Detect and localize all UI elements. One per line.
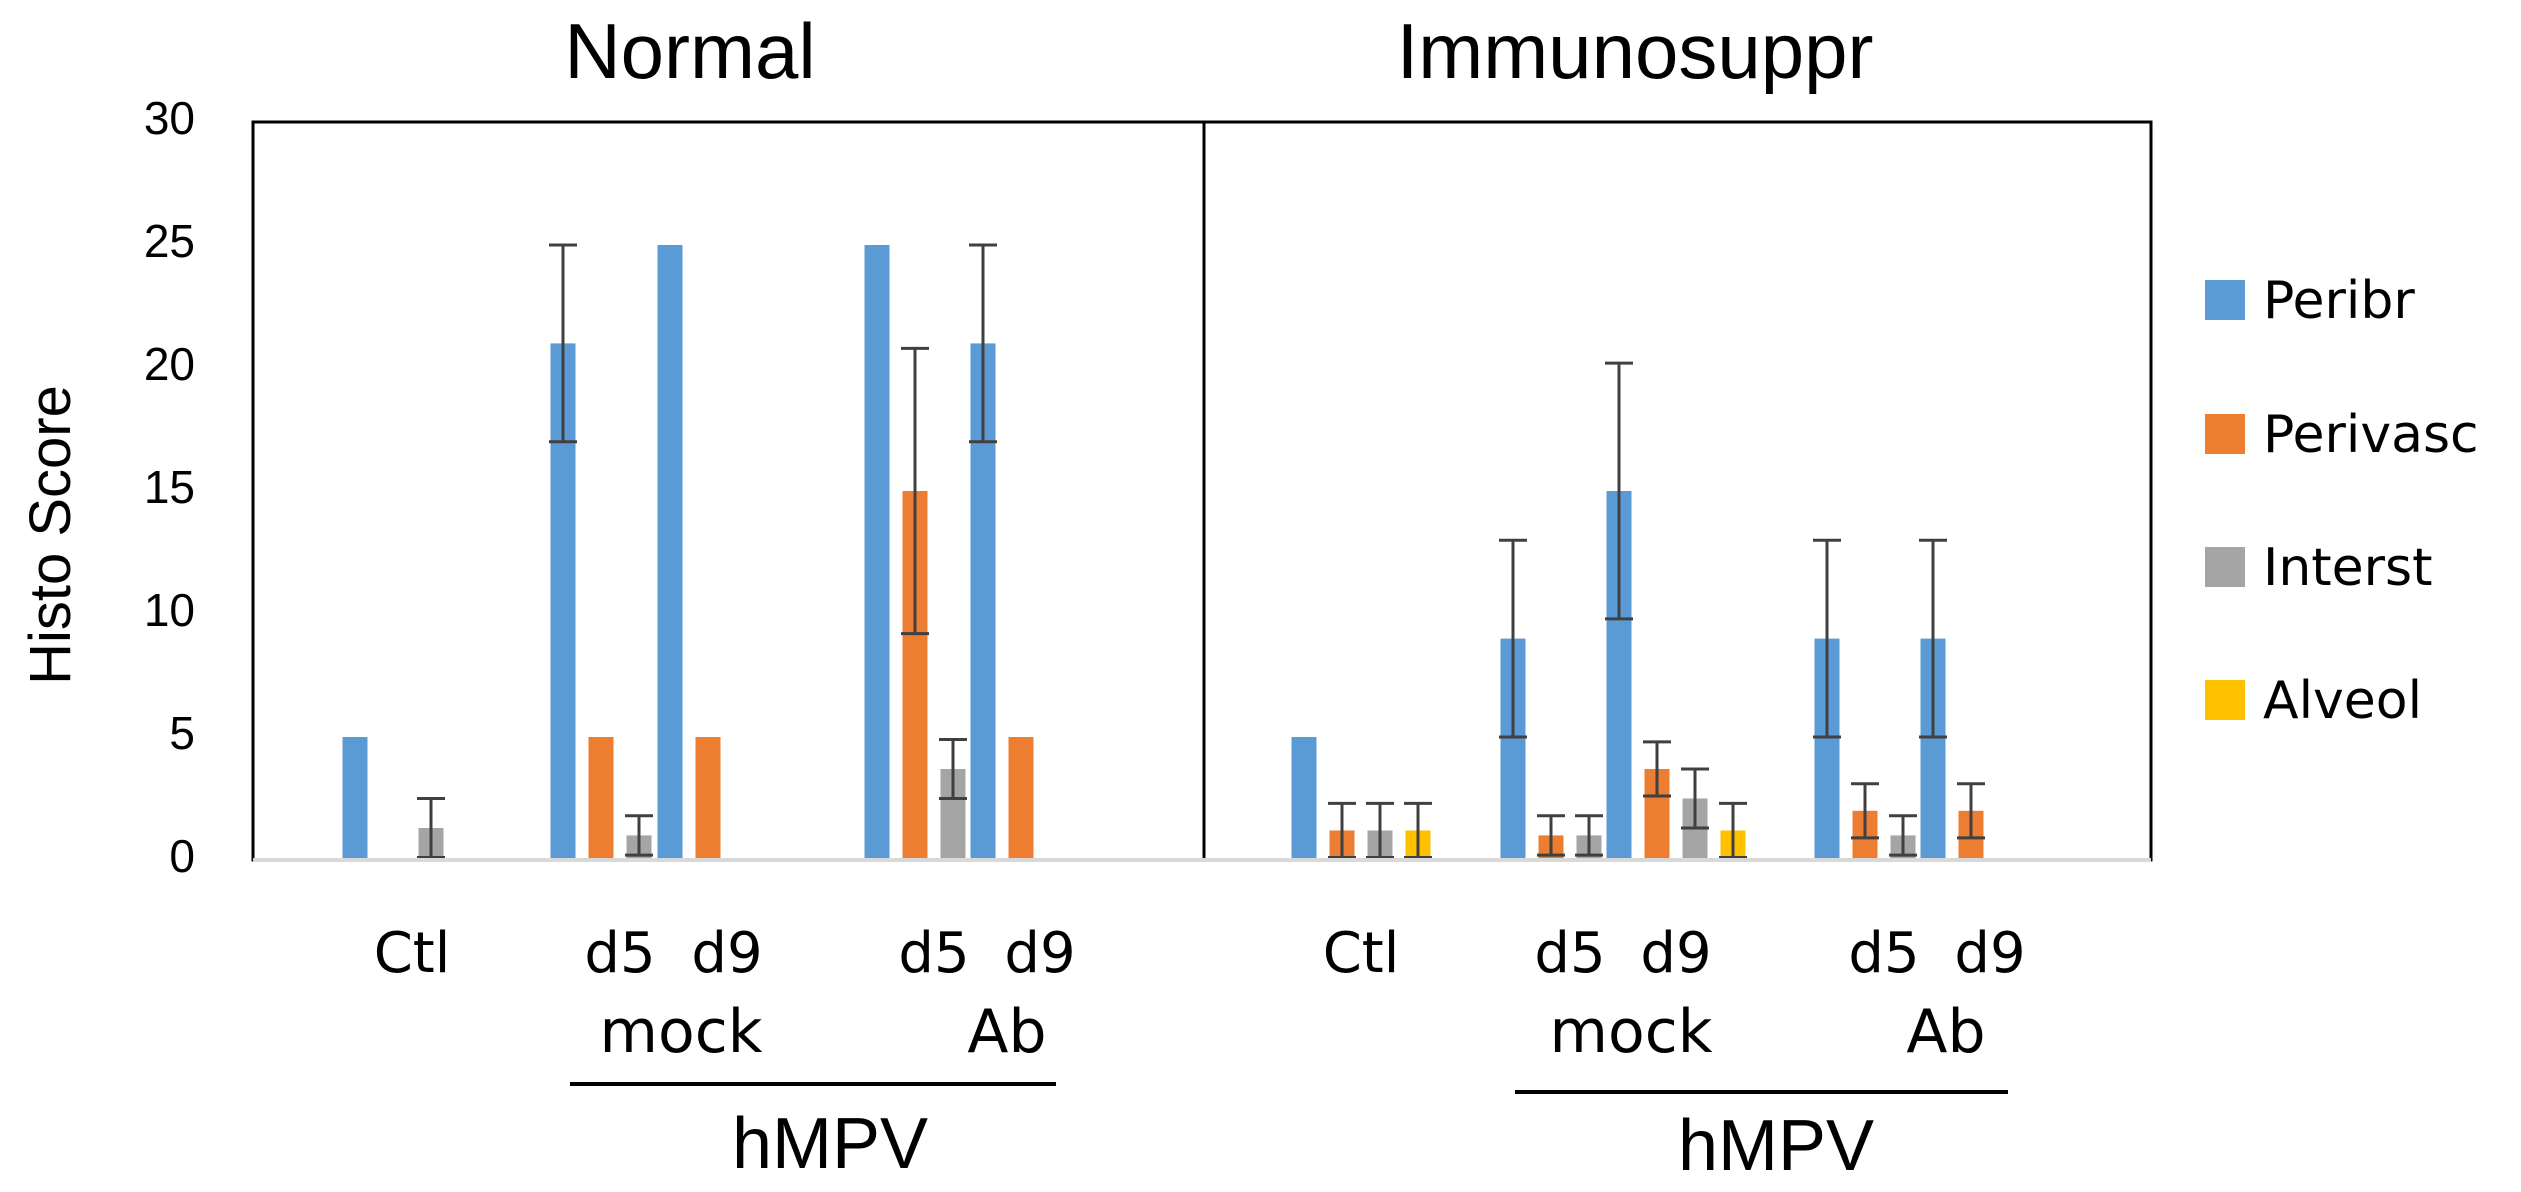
error-bar-interst: [625, 814, 653, 857]
x-category-label: Ctl: [1323, 921, 1400, 986]
panel-title-immunosuppr: Immunosuppr: [1397, 7, 1874, 95]
error-bar-perivasc: [1328, 801, 1356, 860]
x-category-label: d5: [1848, 921, 1919, 986]
error-bar-peribr: [1919, 538, 1947, 739]
error-bar-alveol: [1404, 801, 1432, 860]
group-label-ab: Ab: [1906, 997, 1985, 1067]
error-bar-interst: [1889, 814, 1917, 857]
x-category-label: Ctl: [374, 921, 451, 986]
error-bar-perivasc: [1643, 740, 1671, 798]
legend-label-alveol: Alveol: [2263, 671, 2422, 731]
x-category-label: d9: [1954, 921, 2025, 986]
y-tick-label: 15: [144, 461, 195, 513]
y-tick-label: 10: [144, 584, 195, 636]
y-tick-label: 5: [169, 707, 195, 759]
group-label-ab: Ab: [967, 997, 1046, 1067]
error-bar-peribr: [549, 243, 577, 444]
error-bar-perivasc: [1537, 814, 1565, 857]
bar-perivasc: [588, 737, 614, 860]
x-category-label: d5: [1534, 921, 1605, 986]
bar-peribr: [864, 245, 890, 860]
y-tick-labels: 0 5 10 15 20 25 30: [144, 92, 195, 882]
error-bar-peribr: [969, 243, 997, 444]
y-axis-label: Histo Score: [18, 385, 83, 685]
plot-frame: [251, 120, 2153, 862]
error-bar-perivasc: [901, 346, 929, 636]
group-label-mock: mock: [1550, 997, 1713, 1067]
error-bar-interst: [939, 737, 967, 800]
bar-perivasc: [695, 737, 721, 860]
bar-layer: [342, 245, 1984, 860]
y-tick-label: 20: [144, 338, 195, 390]
error-bar-interst: [1575, 814, 1603, 857]
legend-label-interst: Interst: [2263, 538, 2433, 598]
error-bar-alveol: [1719, 801, 1747, 860]
error-bar-perivasc: [1851, 782, 1879, 840]
x-category-label: d9: [1004, 921, 1075, 986]
error-bar-interst: [1366, 801, 1394, 860]
bar-perivasc: [1008, 737, 1034, 860]
error-bar-peribr: [1813, 538, 1841, 739]
y-tick-label: 30: [144, 92, 195, 144]
hmpv-label: hMPV: [732, 1104, 928, 1184]
error-bar-perivasc: [1957, 782, 1985, 840]
bar-peribr: [342, 737, 368, 860]
error-bar-peribr: [1499, 538, 1527, 739]
error-bar-interst: [417, 797, 445, 860]
legend-swatch-interst: [2205, 547, 2245, 587]
y-tick-label: 25: [144, 215, 195, 267]
legend: Peribr Perivasc Interst Alveol: [2205, 271, 2479, 731]
panel-title-normal: Normal: [564, 7, 815, 95]
legend-swatch-alveol: [2205, 680, 2245, 720]
hmpv-label: hMPV: [1678, 1106, 1874, 1186]
error-bar-interst: [1681, 767, 1709, 830]
error-bar-peribr: [1605, 361, 1633, 621]
x-category-label: d5: [584, 921, 655, 986]
group-label-mock: mock: [600, 997, 763, 1067]
legend-label-perivasc: Perivasc: [2263, 405, 2479, 465]
legend-swatch-perivasc: [2205, 414, 2245, 454]
bar-peribr: [657, 245, 683, 860]
y-tick-label: 0: [169, 830, 195, 882]
error-bar-layer: [417, 243, 1985, 860]
x-category-label: d9: [691, 921, 762, 986]
legend-label-peribr: Peribr: [2263, 271, 2415, 331]
x-category-label: d9: [1640, 921, 1711, 986]
bar-peribr: [1291, 737, 1317, 860]
legend-swatch-peribr: [2205, 280, 2245, 320]
x-category-label: d5: [898, 921, 969, 986]
